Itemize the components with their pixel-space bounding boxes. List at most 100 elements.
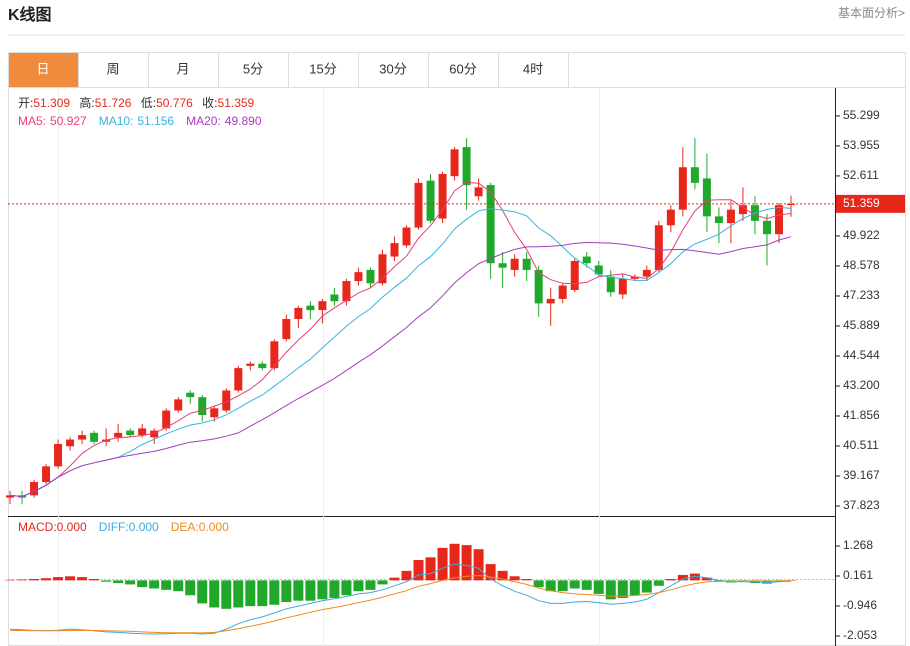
candle-body <box>294 307 303 320</box>
macd-bar <box>413 560 424 581</box>
candle-body <box>594 265 603 275</box>
macd-readout: MACD:0.000 DIFF:0.000 DEA:0.000 <box>18 520 229 534</box>
tab-label[interactable]: 月 <box>176 61 189 76</box>
tab-label[interactable]: 5分 <box>243 61 263 76</box>
macd-bar <box>461 545 472 581</box>
candle-body <box>66 439 75 447</box>
macd-bar <box>569 580 580 589</box>
fundamental-link[interactable]: 基本面分析> <box>838 6 905 20</box>
ma-readout-value: 50.927 <box>50 114 87 128</box>
chart-title: K线图 <box>8 5 52 24</box>
close-label: 收: <box>202 96 217 110</box>
y-tick-label: 41.856 <box>843 408 880 422</box>
macd-bar <box>689 573 700 581</box>
macd-bar <box>137 580 148 588</box>
candle-body <box>558 285 567 299</box>
candle-body <box>486 185 495 264</box>
candle-body <box>246 363 255 366</box>
macd-bar <box>557 580 568 592</box>
macd-bar <box>401 570 412 581</box>
high-value: 51.726 <box>95 96 132 110</box>
dea-line <box>10 574 791 634</box>
y-tick-label: 49.922 <box>843 228 880 242</box>
macd-y-tick-label: 0.161 <box>843 568 873 582</box>
high-label: 高: <box>79 95 94 110</box>
macd-bar <box>545 580 556 592</box>
y-tick-label: 39.167 <box>843 468 880 482</box>
macd-bar <box>581 580 592 590</box>
candle-body <box>90 432 99 442</box>
macd-readout-label: MACD: <box>18 520 57 534</box>
ma-line <box>9 206 792 498</box>
candle-body <box>630 276 639 279</box>
candle-body <box>582 256 591 264</box>
candle-body <box>450 149 459 177</box>
candle-body <box>342 281 351 302</box>
tab-label[interactable]: 周 <box>106 61 119 76</box>
tab-label[interactable]: 60分 <box>449 61 476 76</box>
date-separators <box>58 88 600 646</box>
macd-bar <box>53 577 64 581</box>
candle-body <box>30 481 39 496</box>
macd-bar <box>485 564 496 581</box>
macd-bar <box>437 547 448 581</box>
candle-body <box>318 301 327 311</box>
tab-label[interactable]: 15分 <box>309 61 336 76</box>
candle-body <box>162 410 171 429</box>
macd-bar <box>29 579 40 581</box>
candle-body <box>150 430 159 438</box>
candle-body <box>702 178 711 217</box>
macd-bar <box>305 580 316 601</box>
y-tick-label: 53.955 <box>843 138 880 152</box>
tab-label[interactable]: 日 <box>36 61 49 76</box>
candle-body <box>546 298 555 304</box>
candle-body <box>642 269 651 277</box>
candle-body <box>666 209 675 226</box>
tab[interactable] <box>498 52 569 88</box>
candle-body <box>78 435 87 440</box>
y-tick-label: 37.823 <box>843 498 880 512</box>
candle-body <box>282 319 291 340</box>
macd-bar <box>509 576 520 581</box>
ma-readout-value: 49.890 <box>225 114 262 128</box>
tab[interactable] <box>8 52 79 88</box>
macd-bar <box>317 580 328 600</box>
macd-bar <box>245 580 256 607</box>
tab[interactable] <box>78 52 149 88</box>
candle-body <box>198 397 207 416</box>
ma-readout-label: MA5: <box>18 114 46 128</box>
tab-label[interactable]: 4时 <box>523 61 543 76</box>
candle-body <box>234 368 243 391</box>
macd-bar <box>641 580 652 593</box>
candle-body <box>570 260 579 291</box>
candle-body <box>42 466 51 482</box>
candle-body <box>54 444 63 467</box>
macd-bar <box>605 580 616 600</box>
candle-body <box>510 258 519 270</box>
macd-y-tick-label: -2.053 <box>843 628 877 642</box>
open-value: 51.309 <box>33 96 70 110</box>
y-tick-label: 47.233 <box>843 288 880 302</box>
ma-readout: MA5: 50.927 MA10: 51.156 MA20: 49.890 <box>18 114 262 128</box>
low-label: 低: <box>141 96 156 110</box>
macd-bar <box>449 543 460 581</box>
macd-bar <box>677 574 688 581</box>
close-value: 51.359 <box>218 96 255 110</box>
macd-bar <box>629 580 640 596</box>
tab-label[interactable]: 30分 <box>379 61 406 76</box>
macd-bar <box>5 579 15 581</box>
macd-bar <box>257 580 268 607</box>
tab[interactable] <box>358 52 429 88</box>
macd-bar <box>473 549 484 581</box>
tab[interactable] <box>218 52 289 88</box>
candle-body <box>126 430 135 436</box>
candle-body <box>498 263 507 268</box>
macd-readout-value: 0.000 <box>199 520 229 534</box>
candle-body <box>714 216 723 224</box>
ma-readout-value: 51.156 <box>137 114 174 128</box>
candle-body <box>6 495 14 498</box>
macd-bar <box>113 580 124 584</box>
macd-bar <box>761 580 772 584</box>
candle-body <box>426 180 435 221</box>
